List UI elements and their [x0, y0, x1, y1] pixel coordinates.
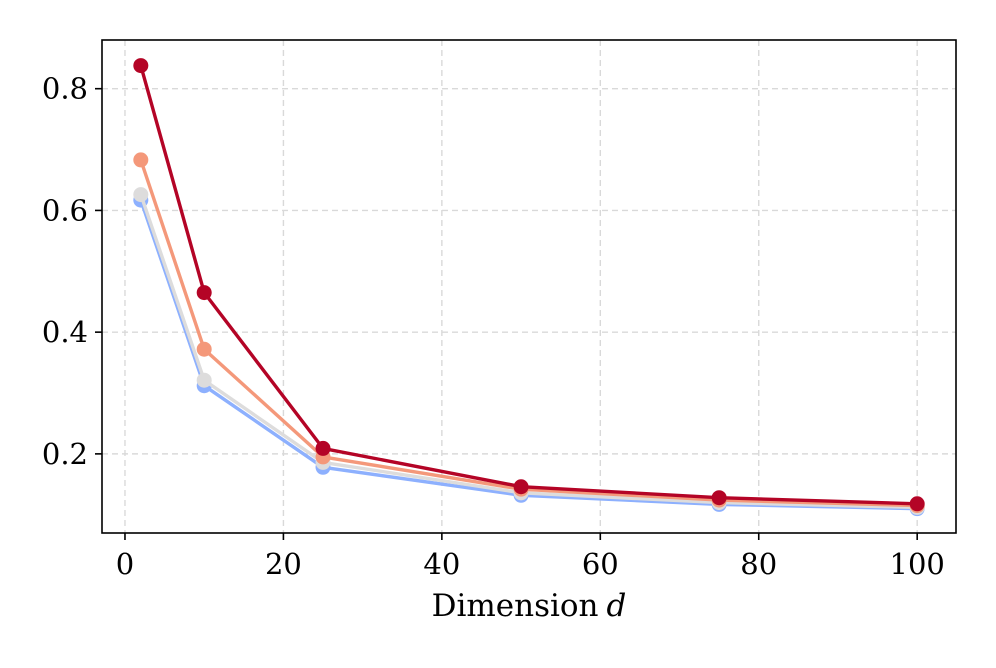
data-point: [196, 372, 212, 388]
data-point: [315, 440, 331, 456]
x-axis-label-text: Dimension: [432, 588, 599, 624]
x-axis-label-variable: d: [607, 588, 627, 624]
y-tick-label: 0.6: [42, 193, 88, 227]
x-axis-label: Dimension d: [432, 588, 627, 624]
data-point: [711, 490, 727, 506]
x-tick-label: 60: [582, 547, 619, 581]
data-point: [513, 479, 529, 495]
data-point: [133, 187, 149, 203]
series-4: [133, 58, 925, 512]
x-tick-label: 0: [116, 547, 134, 581]
grid: [102, 40, 956, 533]
data-point: [196, 285, 212, 301]
y-tick-label: 0.4: [42, 315, 88, 349]
y-axis: 0.2 0.4 0.6 0.8: [42, 72, 102, 471]
plot-frame: [101, 39, 957, 534]
data-point: [133, 152, 149, 168]
x-tick-label: 80: [740, 547, 777, 581]
x-axis: 0 20 40 60 80 100: [116, 533, 945, 581]
series-line: [139, 63, 919, 506]
series-layer: [133, 58, 925, 517]
series-line: [139, 158, 919, 508]
data-point: [196, 341, 212, 357]
x-tick-label: 100: [890, 547, 945, 581]
data-point: [133, 58, 149, 74]
y-tick-label: 0.8: [42, 72, 88, 106]
series-line: [139, 198, 919, 511]
y-tick-label: 0.2: [42, 437, 88, 471]
series-line: [139, 192, 919, 510]
data-point: [909, 496, 925, 512]
series-2: [133, 187, 925, 515]
x-tick-label: 20: [265, 547, 302, 581]
x-tick-label: 40: [423, 547, 460, 581]
